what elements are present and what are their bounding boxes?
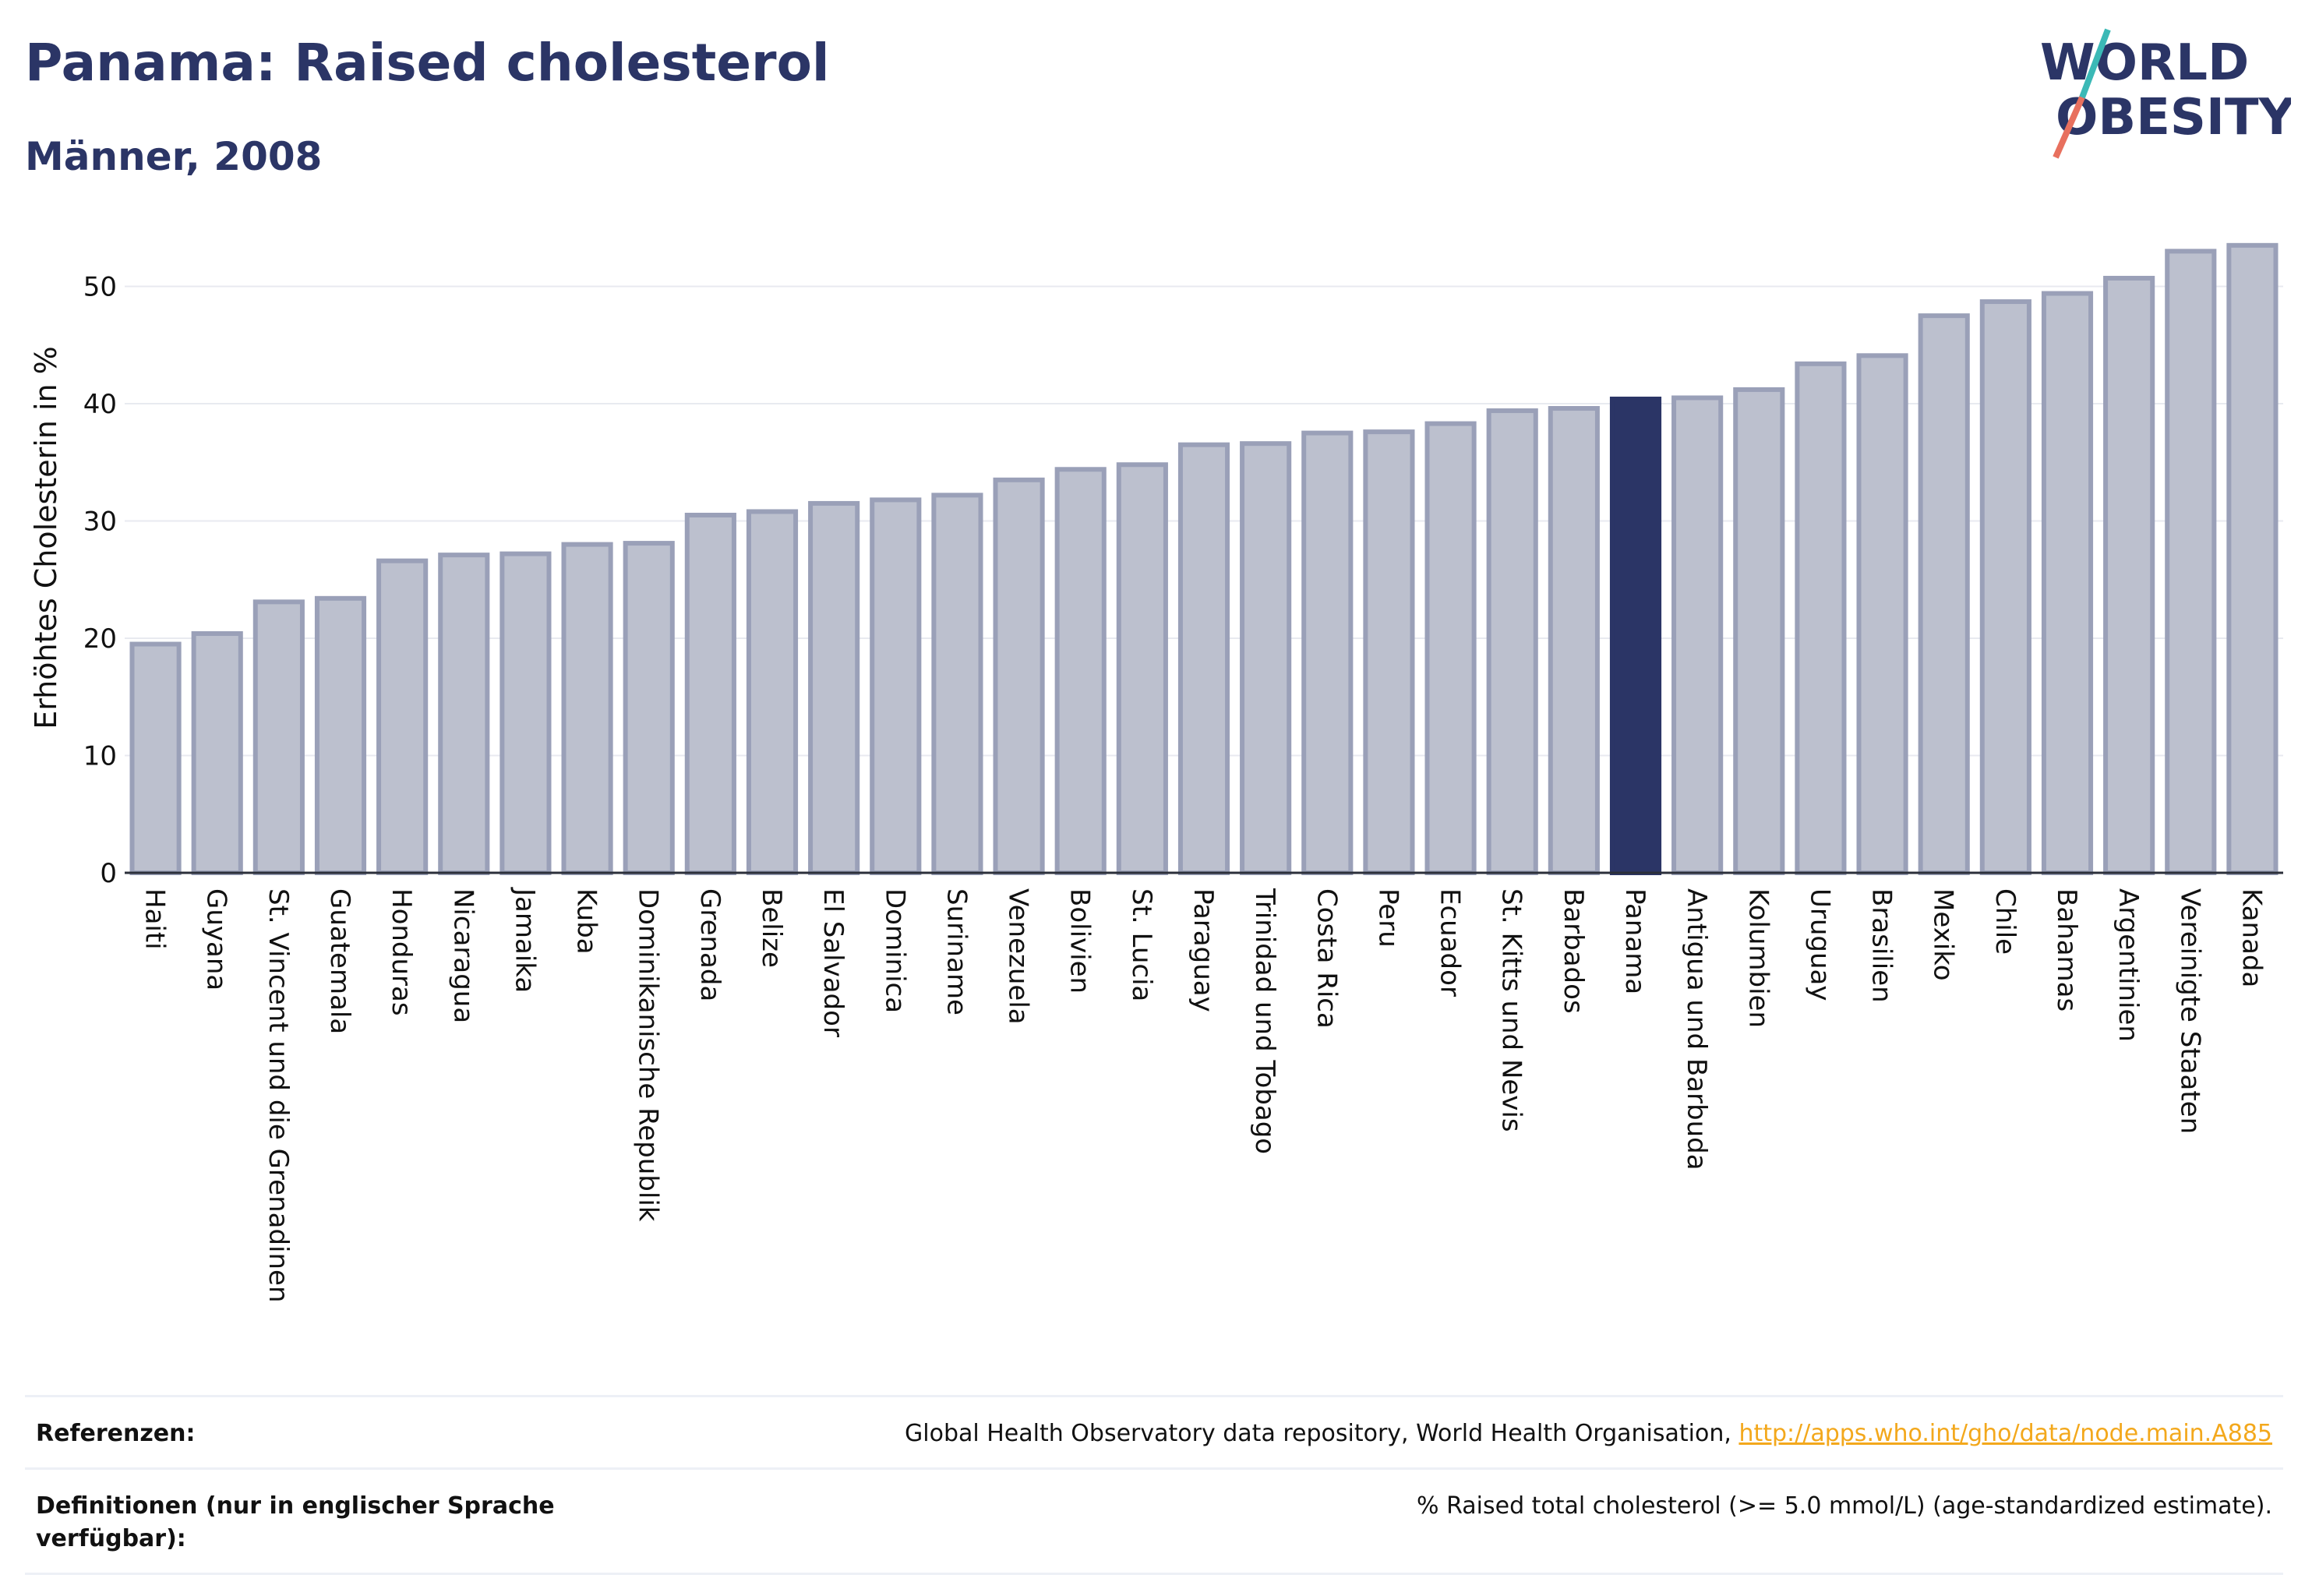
bar bbox=[2103, 275, 2155, 875]
x-tick-label: Vereinigte Staaten bbox=[2174, 888, 2205, 1134]
bar bbox=[623, 541, 675, 875]
references-text: Global Health Observatory data repositor… bbox=[905, 1420, 1739, 1447]
x-tick-label: Guyana bbox=[201, 888, 232, 990]
y-tick-label: 20 bbox=[83, 623, 117, 655]
x-tick-label: Bahamas bbox=[2051, 888, 2082, 1012]
x-tick-label: Guatemala bbox=[324, 888, 355, 1034]
references-row: Referenzen: Global Health Observatory da… bbox=[25, 1395, 2283, 1467]
definitions-label: Definitionen (nur in englischer Sprache … bbox=[36, 1492, 555, 1552]
y-tick-label: 30 bbox=[83, 507, 117, 538]
x-tick-label: Barbados bbox=[1558, 888, 1589, 1014]
x-tick-label: Nicaragua bbox=[447, 888, 478, 1023]
bar bbox=[746, 509, 799, 876]
definitions-row: Definitionen (nur in englischer Sprache … bbox=[25, 1467, 2283, 1575]
x-tick-label: Kuba bbox=[571, 888, 602, 955]
y-tick-label: 50 bbox=[83, 272, 117, 303]
x-tick-label: Dominica bbox=[879, 888, 910, 1013]
bar bbox=[499, 551, 552, 875]
bar-chart: 0 10 20 30 40 50 Haiti Guyana St. Vincent und d… bbox=[29, 242, 2283, 1303]
reference-table: Referenzen: Global Health Observatory da… bbox=[25, 1395, 2283, 1575]
x-tick-label: Kolumbien bbox=[1742, 888, 1774, 1028]
bar bbox=[1733, 387, 1785, 875]
x-tick-label: Dominikanische Republik bbox=[633, 888, 664, 1222]
x-tick-label: Suriname bbox=[941, 888, 972, 1015]
bar bbox=[1363, 429, 1415, 875]
bar bbox=[2165, 249, 2217, 876]
x-tick-label: St. Lucia bbox=[1126, 888, 1157, 1001]
x-tick-labels: Haiti Guyana St. Vincent und die Grenadine… bbox=[139, 887, 2268, 1303]
bar bbox=[314, 595, 367, 876]
logo-slash-coral bbox=[2053, 96, 2085, 159]
x-tick-label: Brasilien bbox=[1866, 888, 1897, 1003]
bar bbox=[1856, 353, 1908, 876]
logo-slash-teal bbox=[2079, 28, 2111, 99]
x-tick-label: Uruguay bbox=[1804, 888, 1835, 1001]
x-tick-label: Honduras bbox=[386, 888, 417, 1016]
bar bbox=[1177, 442, 1230, 875]
logo-line-obesity: OBESITY bbox=[2056, 89, 2291, 147]
y-tick-labels: 0 10 20 30 40 50 bbox=[83, 272, 117, 890]
bar bbox=[1609, 396, 1662, 876]
bar bbox=[1116, 462, 1168, 875]
x-tick-label: Mexiko bbox=[1928, 888, 1959, 981]
x-tick-label: St. Kitts und Nevis bbox=[1496, 888, 1527, 1132]
x-tick-label: Kanada bbox=[2236, 888, 2267, 987]
chart-subtitle: Männer, 2008 bbox=[25, 134, 323, 179]
definitions-value: % Raised total cholesterol (>= 5.0 mmol/… bbox=[1417, 1492, 2272, 1520]
x-tick-label: Chile bbox=[1989, 888, 2021, 955]
bar bbox=[1671, 395, 1724, 876]
bar bbox=[870, 497, 922, 875]
bar bbox=[1548, 406, 1600, 875]
x-tick-label: Bolivien bbox=[1064, 888, 1096, 994]
bar bbox=[438, 553, 490, 876]
y-tick-label: 40 bbox=[83, 389, 117, 420]
x-tick-label: Costa Rica bbox=[1311, 888, 1342, 1029]
x-tick-label: El Salvador bbox=[817, 888, 849, 1037]
references-link[interactable]: http://apps.who.int/gho/data/node.main.A… bbox=[1738, 1420, 2272, 1447]
bar bbox=[931, 493, 983, 875]
world-obesity-logo: WORLD OBESITY bbox=[2040, 28, 2291, 159]
x-tick-label: St. Vincent und die Grenadinen bbox=[263, 888, 294, 1303]
x-tick-label: Antigua und Barbuda bbox=[1681, 888, 1712, 1171]
bar bbox=[1054, 467, 1107, 875]
bar bbox=[684, 512, 736, 875]
y-tick-label: 10 bbox=[83, 741, 117, 772]
bar bbox=[1424, 421, 1477, 875]
bars bbox=[129, 242, 2279, 876]
bar bbox=[129, 641, 182, 876]
x-tick-label: Panama bbox=[1619, 888, 1650, 994]
y-axis-label: Erhöhtes Cholesterin in % bbox=[29, 346, 63, 729]
x-tick-label: Grenada bbox=[694, 888, 725, 1001]
x-tick-label: Belize bbox=[756, 888, 787, 968]
x-tick-label: Paraguay bbox=[1188, 888, 1219, 1012]
x-tick-label: Ecuador bbox=[1435, 888, 1466, 997]
x-tick-label: Peru bbox=[1372, 888, 1403, 948]
bar bbox=[993, 477, 1045, 875]
y-tick-label: 0 bbox=[100, 858, 117, 889]
bar bbox=[1240, 441, 1292, 875]
x-tick-label: Argentinien bbox=[2113, 888, 2144, 1042]
logo-line-world: WORLD bbox=[2040, 34, 2249, 92]
bar bbox=[1918, 313, 1970, 875]
chart-title: Panama: Raised cholesterol bbox=[25, 33, 830, 93]
bar bbox=[252, 599, 305, 875]
references-label: Referenzen: bbox=[36, 1420, 196, 1447]
bar bbox=[1301, 430, 1354, 875]
references-value: Global Health Observatory data repositor… bbox=[905, 1418, 2272, 1450]
x-tick-label: Haiti bbox=[139, 888, 171, 950]
bar bbox=[808, 500, 860, 875]
x-tick-label: Trinidad und Tobago bbox=[1249, 888, 1280, 1154]
x-tick-label: Jamaika bbox=[509, 887, 540, 993]
bar bbox=[561, 542, 613, 875]
bar bbox=[376, 558, 429, 875]
bar bbox=[2041, 291, 2094, 875]
bar bbox=[191, 630, 243, 875]
bar bbox=[2226, 242, 2279, 875]
bar bbox=[1979, 299, 2031, 875]
x-tick-label: Venezuela bbox=[1003, 888, 1034, 1025]
bar bbox=[1795, 361, 1847, 875]
bar bbox=[1486, 408, 1538, 875]
